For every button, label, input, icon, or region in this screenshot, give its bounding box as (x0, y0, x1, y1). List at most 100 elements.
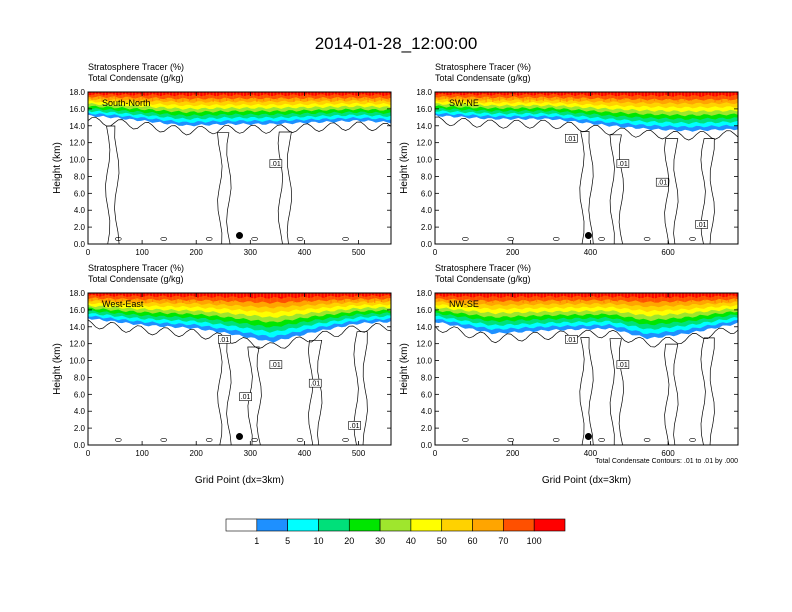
tracer-streak (266, 92, 268, 98)
tracer-streak (596, 293, 598, 297)
tracer-streak (620, 92, 622, 97)
tracer-streak (569, 92, 571, 98)
panel-name: South-North (102, 98, 151, 108)
y-tick-label: 16.0 (416, 306, 432, 315)
y-tick-label: 4.0 (421, 206, 433, 215)
tracer-streak (455, 293, 457, 303)
tracer-streak (111, 92, 113, 98)
tracer-streak (707, 293, 709, 297)
tracer-streak (330, 92, 332, 102)
tracer-streak (327, 92, 329, 99)
tracer-streak (279, 293, 282, 297)
condensate-contour (251, 438, 258, 442)
y-tick-label: 2.0 (74, 223, 86, 232)
tracer-streak (704, 293, 706, 301)
tracer-streak (727, 293, 730, 302)
tracer-streak (290, 92, 292, 99)
tracer-streak (330, 293, 332, 303)
condensate-contour (609, 338, 624, 445)
tracer-streak (734, 293, 736, 301)
contour-label-box (616, 159, 630, 168)
x-tick-label: 400 (298, 449, 312, 458)
tracer-streak (239, 293, 241, 301)
variable-label-2: Total Condensate (g/kg) (435, 73, 531, 83)
tracer-streak (327, 293, 329, 300)
tracer-streak (357, 92, 359, 100)
condensate-contour (115, 438, 122, 442)
tracer-streak (151, 92, 154, 101)
tracer-streak (296, 293, 298, 299)
condensate-contour (353, 331, 368, 445)
colorbar-swatch (256, 518, 288, 532)
tracer-streak (549, 92, 551, 100)
tracer-streak (579, 293, 581, 302)
tracer-streak (111, 293, 113, 299)
tracer-streak (680, 293, 682, 299)
tracer-streak (350, 92, 352, 100)
condensate-contour (105, 125, 120, 244)
contour-label: .01 (697, 222, 707, 229)
x-tick-label: 400 (298, 248, 312, 257)
y-tick-label: 2.0 (74, 424, 86, 433)
tracer-streak (694, 293, 696, 298)
tracer-streak (536, 92, 538, 101)
tracer-streak (236, 293, 238, 298)
tracer-streak (546, 92, 548, 97)
tracer-streak (104, 293, 107, 299)
tracer-streak (165, 92, 167, 100)
y-tick-label: 4.0 (74, 407, 86, 416)
tracer-streak (300, 293, 302, 302)
y-tick-label: 16.0 (69, 105, 85, 114)
contour-label: .01 (219, 337, 229, 344)
tracer-streak (542, 92, 544, 101)
condensate-contour (664, 343, 679, 445)
tracer-streak (603, 92, 605, 102)
tracer-streak (114, 92, 117, 101)
y-tick-label: 2.0 (421, 223, 433, 232)
contour-label: .01 (241, 394, 251, 401)
tracer-streak (374, 293, 376, 303)
y-tick-label: 6.0 (421, 189, 433, 198)
tracer-streak (212, 293, 214, 303)
condensate-contour (579, 131, 594, 244)
tracer-streak (172, 293, 174, 300)
contour-label-box (218, 334, 231, 344)
x-tick-label: 500 (352, 449, 366, 458)
y-tick-label: 18.0 (69, 289, 85, 298)
y-tick-label: 0.0 (74, 240, 86, 249)
tracer-streak (684, 293, 686, 302)
tracer-streak (633, 293, 635, 297)
tracer-streak (182, 293, 184, 303)
condensate-contour (115, 237, 122, 241)
tracer-streak (653, 293, 656, 302)
tracer-streak (731, 92, 733, 97)
tracer-streak (677, 92, 679, 102)
tracer-streak (697, 92, 699, 100)
tracer-streak (269, 92, 271, 101)
y-axis-label: Height (km) (399, 343, 410, 395)
tracer-streak (91, 92, 93, 100)
tracer-streak (640, 92, 642, 102)
condensate-contour (160, 438, 168, 442)
tracer-streak (263, 92, 265, 101)
tracer-streak (637, 293, 639, 300)
tracer-streak (482, 293, 484, 300)
tracer-streak (458, 92, 460, 98)
colorbar-swatch (348, 518, 381, 532)
condensate-contour (598, 438, 605, 442)
tracer-streak (263, 293, 265, 302)
tracer-streak (320, 293, 322, 301)
colorbar-swatch (410, 518, 443, 532)
tracer-streak (125, 92, 127, 97)
tracer-streak (616, 293, 618, 302)
tracer-streak (246, 92, 248, 99)
tracer-streak (252, 293, 255, 300)
tracer-streak (178, 92, 181, 99)
tracer-streak (88, 293, 90, 297)
tracer-streak (384, 92, 386, 97)
tracer-streak (610, 92, 612, 101)
tracer-streak (229, 293, 231, 298)
colorbar-label: 1 (254, 536, 259, 546)
tracer-streak (498, 92, 501, 101)
tracer-streak (131, 293, 133, 297)
